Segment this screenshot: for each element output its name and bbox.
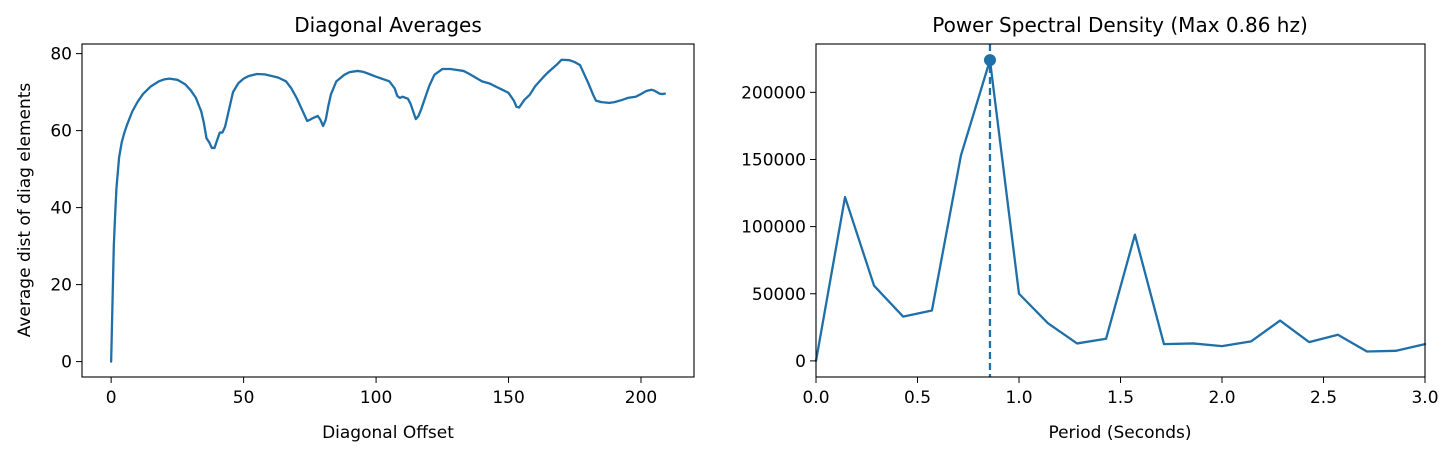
x-axis-label: Diagonal Offset: [322, 423, 454, 443]
x-ticks: 0 50 100 150 200: [106, 377, 657, 408]
x-tick-label: 3.0: [1411, 388, 1438, 408]
y-tick-label: 60: [50, 122, 72, 142]
y-tick-label: 20: [50, 276, 72, 296]
x-tick-label: 150: [492, 388, 524, 408]
x-tick-label: 0.5: [904, 388, 931, 408]
x-ticks: 0.0 0.5 1.0 1.5 2.0 2.5 3.0: [802, 377, 1439, 408]
plot-area: [109, 58, 667, 363]
power-spectral-density-chart: Power Spectral Density (Max 0.86 hz) Per…: [741, 13, 1438, 443]
y-tick-label: 200000: [741, 83, 806, 103]
x-tick-label: 0.0: [802, 388, 829, 408]
diagonal-averages-chart: Diagonal Averages Diagonal Offset Averag…: [15, 13, 695, 443]
peak-marker: [983, 54, 996, 67]
y-tick-label: 40: [50, 199, 72, 219]
axes-frame: [815, 43, 1426, 378]
x-axis-label: Period (Seconds): [1048, 423, 1191, 443]
series-line: [814, 58, 1427, 363]
x-tick-label: 200: [625, 388, 657, 408]
y-tick-label: 50000: [752, 285, 806, 305]
y-tick-label: 150000: [741, 150, 806, 170]
y-tick-label: 100000: [741, 218, 806, 238]
x-tick-label: 100: [360, 388, 392, 408]
plot-area: [814, 44, 1427, 377]
y-tick-label: 0: [61, 353, 72, 373]
series-line: [109, 58, 667, 363]
x-tick-label: 50: [233, 388, 255, 408]
x-tick-label: 2.0: [1208, 388, 1235, 408]
chart-title: Diagonal Averages: [294, 13, 482, 37]
y-ticks: 0 50000 100000 150000 200000: [741, 83, 816, 372]
x-tick-label: 1.0: [1005, 388, 1032, 408]
x-tick-label: 2.5: [1310, 388, 1337, 408]
chart-title: Power Spectral Density (Max 0.86 hz): [932, 13, 1308, 37]
y-tick-label: 80: [50, 45, 72, 65]
y-ticks: 0 20 40 60 80: [50, 45, 82, 373]
axes-frame: [81, 43, 695, 378]
x-tick-label: 1.5: [1107, 388, 1134, 408]
y-tick-label: 0: [795, 352, 806, 372]
x-tick-label: 0: [106, 388, 117, 408]
y-axis-label: Average dist of diag elements: [15, 83, 35, 338]
